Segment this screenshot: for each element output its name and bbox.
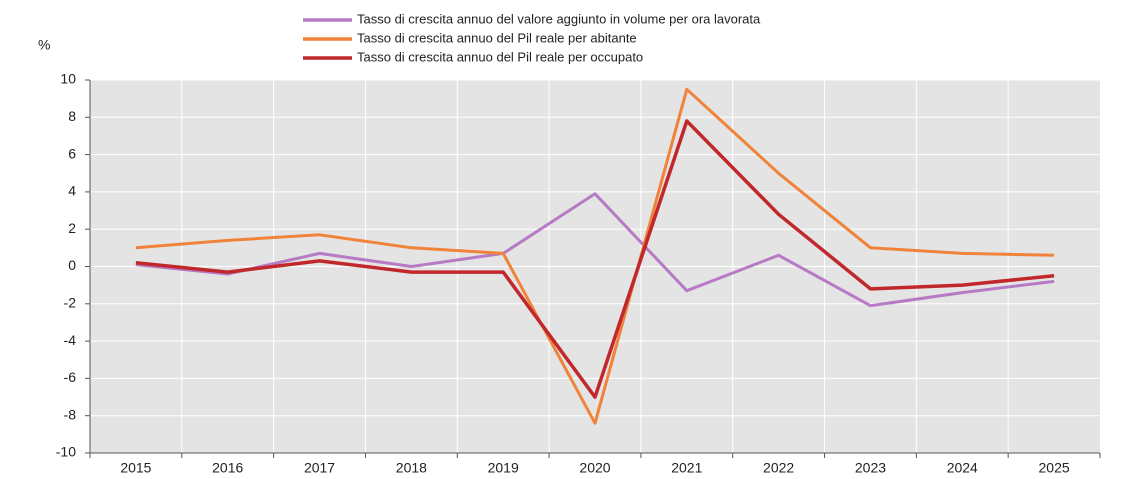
y-tick-label: -8: [64, 406, 77, 422]
series-line: [135, 87, 1055, 425]
x-tick-label: 2023: [855, 460, 886, 476]
y-tick-label: 0: [68, 257, 76, 273]
x-tick-label: 2017: [304, 460, 335, 476]
y-tick-label: -10: [56, 444, 76, 460]
x-tick-label: 2020: [579, 460, 610, 476]
x-tick-label: 2022: [763, 460, 794, 476]
x-tick-label: 2025: [1039, 460, 1070, 476]
y-tick-label: 8: [68, 108, 76, 124]
y-tick-label: 2: [68, 220, 76, 236]
legend-label: Tasso di crescita annuo del Pil reale pe…: [357, 49, 643, 64]
series-line: [135, 192, 1055, 308]
x-tick-label: 2018: [396, 460, 427, 476]
x-tick-label: 2024: [947, 460, 978, 476]
y-tick-label: 6: [68, 145, 76, 161]
x-tick-label: 2015: [120, 460, 151, 476]
x-tick-label: 2019: [488, 460, 519, 476]
legend-label: Tasso di crescita annuo del valore aggiu…: [357, 11, 761, 26]
y-tick-label: 4: [68, 183, 76, 199]
x-tick-label: 2021: [671, 460, 702, 476]
y-tick-label: -6: [64, 369, 77, 385]
legend-label: Tasso di crescita annuo del Pil reale pe…: [357, 30, 637, 45]
series-line: [135, 119, 1055, 399]
y-tick-label: 10: [60, 71, 76, 87]
x-tick-label: 2016: [212, 460, 243, 476]
y-tick-label: -2: [64, 295, 77, 311]
y-axis-label: %: [38, 37, 50, 53]
y-tick-label: -4: [64, 332, 77, 348]
